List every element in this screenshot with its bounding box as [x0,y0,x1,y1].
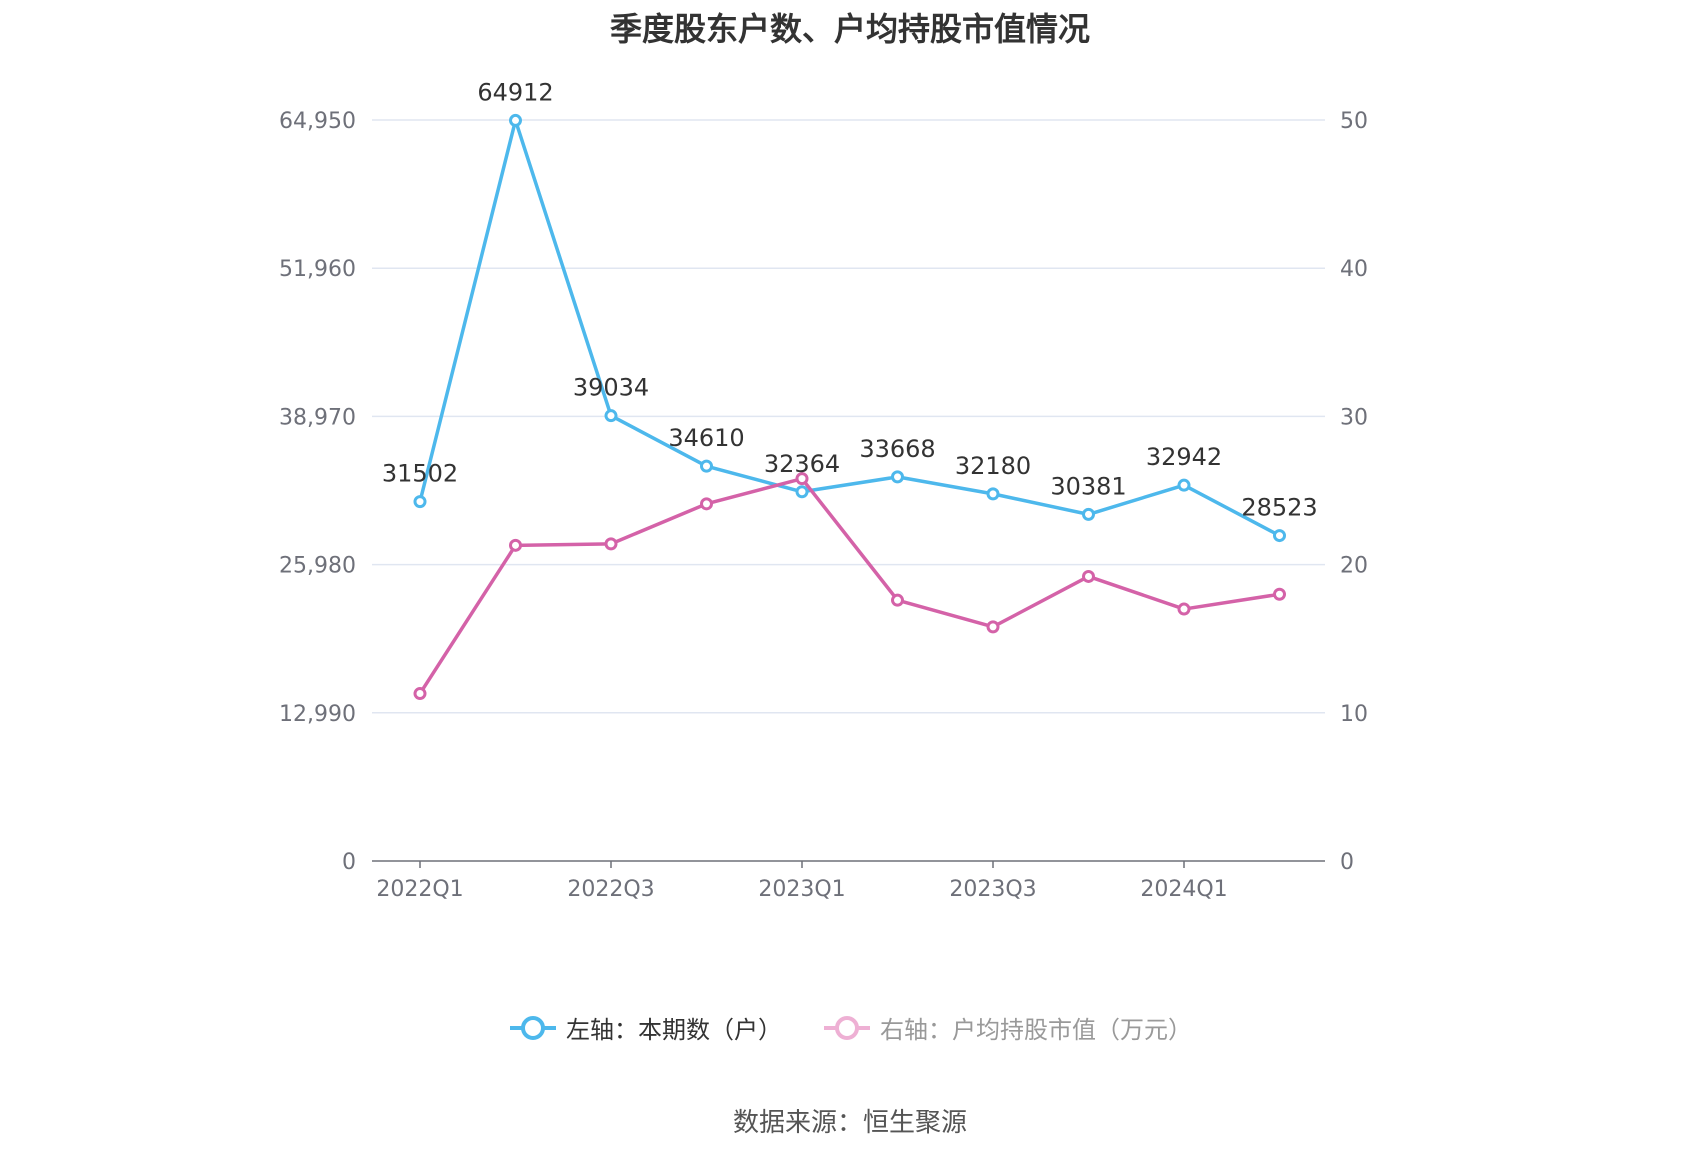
chart-title: 季度股东户数、户均持股市值情况 [609,10,1090,48]
data-point-1 [986,620,1000,634]
data-point-0 [986,487,1000,501]
legend-swatch-market-value-icon [824,1015,870,1040]
y-left-tick-label: 0 [342,850,356,875]
legend-swatch-households-icon [510,1015,556,1040]
y-right-tick-label: 10 [1340,702,1368,727]
data-label: 32364 [764,450,840,478]
data-point-1 [604,537,618,551]
data-label: 64912 [477,78,553,106]
data-point-0 [1082,507,1095,521]
data-point-0 [509,113,522,127]
data-point-0 [1177,478,1191,492]
data-point-1 [1082,569,1095,583]
legend-label-households: 左轴：本期数（户） [566,1016,782,1044]
legend-item-households[interactable]: 左轴：本期数（户） [508,1010,782,1045]
data-point-0 [891,470,904,484]
chart-legend: 左轴：本期数（户） 右轴：户均持股市值（万元） [0,1010,1700,1045]
y-right-tick-label: 40 [1340,257,1368,282]
data-source: 数据来源：恒生聚源 [732,1108,967,1138]
data-point-1 [700,497,713,511]
y-right-tick-label: 20 [1340,554,1368,579]
data-label: 32942 [1146,443,1222,471]
data-label: 34610 [668,424,744,452]
x-tick-label: 2024Q1 [1140,877,1227,902]
y-left-tick-label: 51,960 [279,257,356,282]
data-point-1 [891,593,904,607]
data-point-0 [1273,529,1286,543]
data-label: 30381 [1050,472,1126,500]
data-label: 31502 [382,460,458,488]
legend-label-market-value: 右轴：户均持股市值（万元） [880,1016,1192,1044]
data-point-0 [795,485,809,499]
data-point-1 [413,687,427,701]
data-point-0 [604,409,618,423]
x-tick-label: 2022Q1 [376,877,463,902]
x-tick-label: 2022Q3 [567,877,654,902]
data-point-1 [1177,602,1191,616]
y-left-tick-label: 25,980 [279,554,356,579]
x-tick-label: 2023Q3 [949,877,1036,902]
data-label: 39034 [573,374,649,402]
y-right-tick-label: 30 [1340,405,1368,430]
y-left-tick-label: 64,950 [279,109,356,134]
y-left-tick-label: 12,990 [279,702,356,727]
x-tick-label: 2023Q1 [758,877,845,902]
data-point-0 [413,495,427,509]
y-right-tick-label: 50 [1340,109,1368,134]
data-label: 28523 [1241,494,1317,522]
series-line-1 [418,476,1280,695]
data-point-1 [1273,587,1286,601]
legend-item-market-value[interactable]: 右轴：户均持股市值（万元） [822,1010,1192,1045]
data-point-0 [700,459,713,473]
data-point-1 [795,472,809,486]
data-label: 32180 [955,452,1031,480]
series-line-0 [418,118,1281,538]
y-right-tick-label: 0 [1340,850,1354,875]
data-label: 33668 [859,435,935,463]
y-left-tick-label: 38,970 [279,405,356,430]
data-point-1 [509,538,522,552]
